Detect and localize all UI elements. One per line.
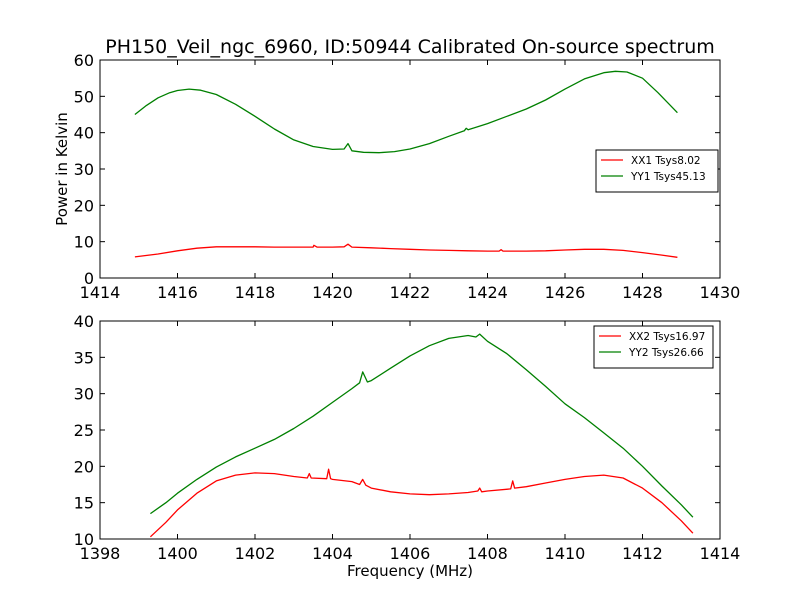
legend-box: [595, 149, 719, 193]
x-axis-label: Frequency (MHz): [347, 562, 473, 580]
x-tick-label: 1398: [80, 544, 121, 563]
x-tick-label: 1422: [390, 283, 431, 302]
y-tick-label: 20: [74, 457, 94, 476]
x-tick-label: 1410: [545, 544, 586, 563]
y-tick-label: 10: [74, 233, 94, 252]
plots-area: 1414 1416 1418 1420 1422 1424 1426 1428 1430 0 10 2…: [53, 51, 740, 580]
legend-box: [593, 325, 714, 369]
y-tick-label: 40: [74, 312, 94, 331]
legend-label: XX1 Tsys8.02: [631, 155, 701, 167]
y-tick-label: 0: [84, 269, 94, 288]
y-tick-label: 40: [74, 124, 94, 143]
series-line-2-2: [150, 333, 694, 518]
x-tick-label: 1430: [700, 283, 741, 302]
x-tick-label: 1414: [700, 544, 741, 563]
x-tick-label: 1414: [80, 283, 121, 302]
legend: XX1 Tsys8.02 YY1 Tsys45.13: [595, 149, 719, 193]
series-line-1-1: [134, 243, 678, 258]
x-tick-label: 1408: [467, 544, 508, 563]
x-tick-label: 1416: [157, 283, 198, 302]
subplot-1: 1414 1416 1418 1420 1422 1424 1426 1428 1430 0 10 2…: [53, 51, 740, 302]
legend-label: YY1 Tsys45.13: [630, 171, 706, 183]
x-tick-label: 1406: [390, 544, 431, 563]
x-tick-label: 1426: [545, 283, 586, 302]
x-tick-label: 1418: [235, 283, 276, 302]
y-tick-label: 25: [74, 421, 94, 440]
y-tick-label: 35: [74, 348, 94, 367]
x-tick-label: 1404: [312, 544, 353, 563]
y-tick-label: 15: [74, 494, 94, 513]
x-tick-label: 1412: [622, 544, 663, 563]
legend-label: YY2 Tsys26.66: [628, 347, 704, 359]
x-tick-label: 1402: [235, 544, 276, 563]
series-line-2-1: [149, 468, 694, 538]
x-tick-label: 1420: [312, 283, 353, 302]
y-axis-label: Power in Kelvin: [53, 112, 71, 226]
legend: XX2 Tsys16.97 YY2 Tsys26.66: [593, 325, 714, 369]
y-tick-label: 50: [74, 87, 94, 106]
series-line-1-2: [134, 70, 678, 154]
legend-label: XX2 Tsys16.97: [629, 331, 705, 343]
y-tick-label: 30: [74, 160, 94, 179]
figure-title: PH150_Veil_ngc_6960, ID:50944 Calibrated…: [105, 36, 715, 58]
y-tick-label: 10: [74, 530, 94, 549]
y-tick-label: 20: [74, 196, 94, 215]
y-tick-label: 30: [74, 385, 94, 404]
subplot-2: 1398 1400 1402 1404 1406 1408 1410 1412 1414 10 15…: [74, 312, 741, 580]
x-tick-label: 1400: [157, 544, 198, 563]
y-tick-label: 60: [74, 51, 94, 70]
x-tick-label: 1424: [467, 283, 508, 302]
x-tick-label: 1428: [622, 283, 663, 302]
